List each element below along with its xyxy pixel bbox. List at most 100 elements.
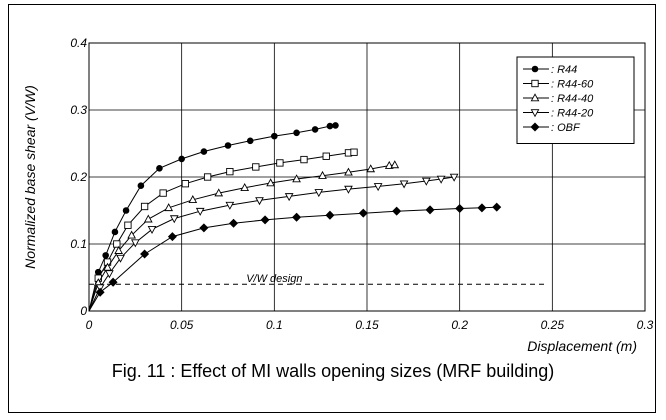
data-point	[246, 137, 254, 145]
data-point	[392, 206, 402, 216]
legend-marker	[530, 122, 540, 132]
data-point	[156, 164, 163, 172]
series-line	[88, 206, 497, 312]
data-point	[130, 239, 140, 248]
data-point	[344, 167, 353, 176]
data-point	[292, 212, 302, 222]
series-2	[88, 148, 358, 312]
data-point	[384, 160, 394, 169]
x-tick-label: 0	[86, 318, 93, 332]
series-line	[88, 151, 355, 312]
data-point	[344, 185, 353, 194]
data-point	[266, 178, 275, 187]
data-point	[164, 203, 174, 212]
data-point	[284, 193, 294, 202]
data-point	[108, 277, 118, 287]
legend: : R44: R44-60: R44-40: R44-20: OBF	[516, 56, 635, 144]
data-point	[113, 240, 121, 248]
legend-marker	[530, 93, 540, 102]
data-point	[293, 129, 300, 137]
data-point	[300, 155, 308, 164]
legend-marker	[531, 79, 539, 88]
data-point	[203, 173, 212, 181]
data-point	[147, 226, 157, 234]
y-tick-label: 0.3	[70, 103, 87, 117]
data-point	[252, 163, 260, 171]
data-point	[373, 183, 383, 192]
data-point	[127, 230, 136, 239]
data-point	[95, 287, 105, 297]
reference-line-group: V/W design	[89, 273, 547, 285]
data-point	[332, 122, 339, 129]
data-point	[477, 203, 487, 213]
data-point	[229, 218, 239, 228]
line-chart: V/W design 0 0.05 0.1 0.15 0.2 0.25 0.3 0 0.1 0.2…	[22, 36, 654, 354]
data-point	[140, 202, 149, 211]
data-point	[167, 232, 177, 242]
data-point	[260, 215, 270, 225]
design-reference-label: V/W design	[246, 273, 302, 285]
x-tick-label: 0.15	[355, 318, 379, 332]
data-point	[159, 189, 167, 197]
data-point	[169, 215, 179, 224]
data-point	[181, 180, 190, 188]
y-tick-label: 0.2	[70, 170, 87, 184]
data-point	[399, 180, 409, 189]
y-axis-label: Normalized base shear (V/W)	[22, 85, 38, 269]
x-tick-label: 0.2	[451, 318, 468, 332]
data-point	[318, 170, 327, 179]
data-point	[137, 182, 145, 190]
legend-label: : R44-40	[551, 93, 594, 105]
data-point	[116, 254, 125, 263]
series-line	[88, 124, 336, 312]
x-tick-label: 0.25	[541, 318, 565, 332]
data-point	[225, 201, 235, 210]
series-4	[88, 173, 459, 312]
data-point	[114, 245, 124, 254]
data-point	[322, 152, 330, 160]
data-point	[255, 197, 264, 206]
data-point	[200, 148, 208, 155]
legend-label: : R44-60	[551, 79, 594, 91]
legend-label: : R44	[551, 64, 577, 76]
data-point	[358, 208, 368, 218]
series-3	[88, 160, 400, 312]
data-point	[102, 252, 109, 259]
tick-labels: 0 0.05 0.1 0.15 0.2 0.25 0.3 0 0.1 0.2 0.3 0.4	[70, 36, 653, 332]
y-tick-label: 0	[80, 304, 87, 318]
series-line	[88, 176, 455, 312]
data-point	[311, 126, 319, 133]
legend-label: : OBF	[551, 122, 581, 134]
data-point	[492, 202, 502, 212]
data-point	[449, 173, 459, 182]
plot-area	[88, 42, 646, 312]
data-point	[350, 148, 358, 156]
x-axis-label: Displacement (m)	[527, 338, 637, 354]
data-point	[390, 160, 400, 169]
data-point	[240, 182, 250, 191]
legend-marker	[531, 65, 539, 73]
data-point	[122, 207, 130, 214]
data-point	[195, 207, 205, 216]
data-point	[292, 174, 301, 183]
data-point	[436, 175, 446, 184]
data-point	[314, 189, 324, 198]
data-point	[455, 203, 465, 213]
data-point	[271, 132, 278, 140]
data-point	[124, 221, 132, 229]
y-tick-label: 0.4	[70, 36, 87, 50]
data-point	[224, 142, 232, 149]
figure-frame: V/W design 0 0.05 0.1 0.15 0.2 0.25 0.3 0 0.1 0.2…	[8, 4, 656, 413]
data-point	[140, 249, 150, 259]
figure-caption: Fig. 11 : Effect of MI walls opening siz…	[111, 361, 555, 381]
data-point	[425, 205, 435, 215]
data-point	[366, 164, 376, 173]
data-point	[421, 177, 431, 186]
data-point	[199, 223, 209, 233]
data-point	[276, 159, 284, 167]
series-1	[88, 122, 339, 312]
series-group	[88, 122, 502, 312]
data-point	[111, 228, 119, 236]
legend-marker	[530, 109, 540, 118]
data-point	[105, 270, 114, 279]
